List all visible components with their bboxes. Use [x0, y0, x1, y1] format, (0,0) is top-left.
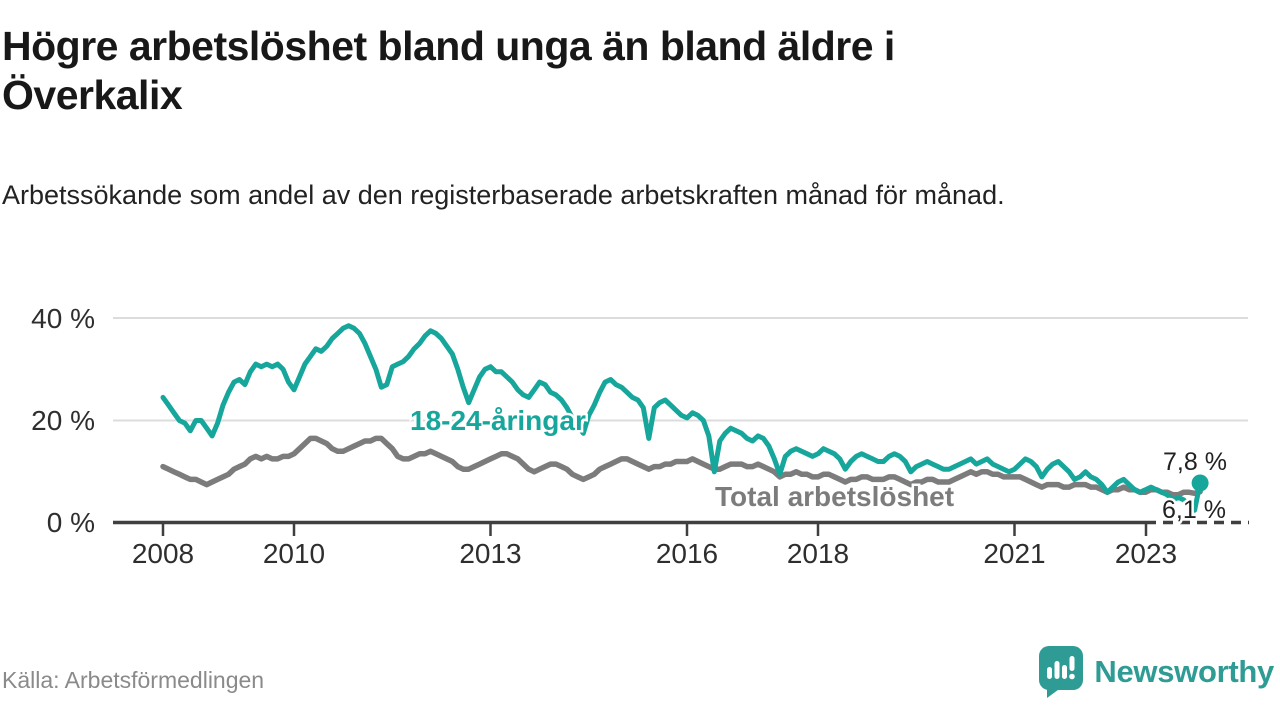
logo-exclamation-bar: [1069, 656, 1075, 671]
y-axis-label-0: 0 %: [47, 507, 95, 538]
series-label-total: Total arbetslöshet: [715, 481, 954, 512]
logo-bubble-tail: [1047, 685, 1063, 698]
x-axis-label-2016: 2016: [656, 538, 718, 569]
newsworthy-wordmark: Newsworthy: [1094, 654, 1274, 689]
end-value-label-total: 6,1 %: [1162, 496, 1226, 524]
logo-bubble: [1039, 646, 1084, 690]
logo-bar-2: [1054, 661, 1060, 679]
y-axis-label-40: 40 %: [31, 303, 95, 334]
line-youth-unemployment: [160, 323, 1203, 513]
page-title: Högre arbetslöshet bland unga än bland ä…: [2, 22, 895, 120]
x-axis-label-2021: 2021: [983, 538, 1045, 569]
newsworthy-logo: Newsworthy: [1038, 645, 1274, 699]
logo-bar-3: [1062, 665, 1068, 679]
x-axis-label-2010: 2010: [263, 538, 325, 569]
y-axis-label-20: 20 %: [31, 405, 95, 436]
logo-bar-1: [1047, 667, 1053, 679]
series-label-youth: 18-24-åringar: [410, 405, 586, 436]
x-axis-label-2023: 2023: [1115, 538, 1177, 569]
logo-exclamation-dot: [1069, 673, 1076, 680]
source-text: Källa: Arbetsförmedlingen: [2, 667, 265, 693]
newsworthy-logo-icon: [1039, 646, 1084, 698]
x-axis-label-2018: 2018: [787, 538, 849, 569]
youth-last-point-dot: [1191, 474, 1209, 492]
page-title-line1: Högre arbetslöshet bland unga än bland ä…: [2, 23, 895, 69]
page-title-line2: Överkalix: [2, 72, 183, 119]
end-value-label-youth: 7,8 %: [1163, 448, 1227, 476]
x-axis-label-2013: 2013: [459, 538, 521, 569]
line-total-unemployment: [160, 435, 1203, 498]
x-axis-label-2008: 2008: [132, 538, 194, 569]
chart-subtitle: Arbetssökande som andel av den registerb…: [2, 180, 1005, 210]
